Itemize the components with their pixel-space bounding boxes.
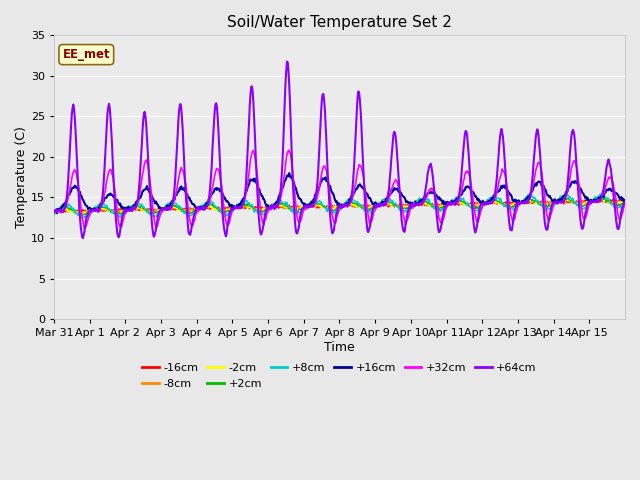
Legend: -16cm, -8cm, -2cm, +2cm, +8cm, +16cm, +32cm, +64cm: -16cm, -8cm, -2cm, +2cm, +8cm, +16cm, +3…: [138, 359, 541, 393]
Y-axis label: Temperature (C): Temperature (C): [15, 126, 28, 228]
Text: EE_met: EE_met: [63, 48, 110, 61]
X-axis label: Time: Time: [324, 341, 355, 354]
Title: Soil/Water Temperature Set 2: Soil/Water Temperature Set 2: [227, 15, 452, 30]
